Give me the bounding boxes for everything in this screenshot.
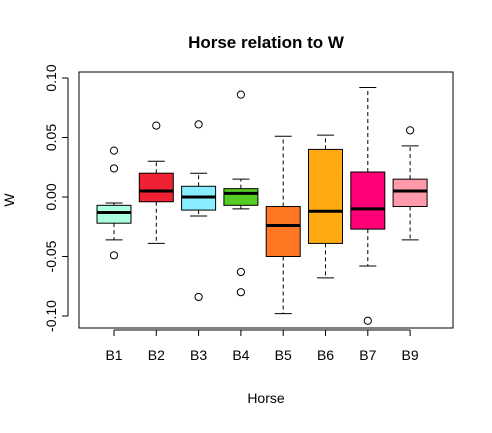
y-tick-label: 0.10: [43, 64, 59, 91]
x-tick-label: B2: [148, 347, 165, 363]
x-tick-label: B5: [275, 347, 292, 363]
plot-frame: [78, 71, 454, 329]
outlier-point: [236, 288, 245, 297]
box-B9: [392, 126, 428, 241]
iqr-box: [392, 178, 428, 208]
x-tick-label: B9: [402, 347, 419, 363]
y-axis-label: W: [1, 193, 17, 207]
box-B7: [350, 87, 386, 325]
iqr-box: [96, 204, 132, 224]
outlier-point: [236, 267, 245, 277]
outlier-point: [194, 292, 203, 302]
boxes: [96, 87, 428, 325]
x-tick-label: B1: [105, 347, 122, 363]
y-tick-label: 0.00: [43, 183, 59, 210]
outlier-point: [236, 90, 245, 99]
outlier-point: [109, 164, 119, 173]
chart-title: Horse relation to W: [188, 33, 345, 52]
outlier-point: [109, 146, 119, 155]
outlier-point: [152, 121, 161, 130]
box-B1: [96, 146, 132, 260]
x-axis: B1 B2 B3 B4 B5 B6 B7 B9: [105, 329, 419, 363]
iqr-box: [223, 188, 259, 206]
outlier-point: [194, 120, 203, 129]
iqr-box: [308, 148, 343, 244]
y-tick-label: -0.10: [43, 300, 59, 332]
box-B3: [181, 120, 217, 302]
outlier-point: [363, 316, 372, 325]
outlier-point: [406, 126, 415, 135]
x-tick-label: B4: [232, 347, 249, 363]
box-B5: [265, 135, 301, 315]
outlier-point: [109, 251, 119, 260]
iqr-box: [265, 206, 301, 258]
x-tick-label: B3: [190, 347, 207, 363]
iqr-box: [350, 171, 386, 230]
y-axis: -0.10 -0.05 0.00 0.05 0.10: [43, 64, 69, 332]
y-tick-label: 0.05: [43, 124, 59, 151]
box-B6: [308, 134, 343, 279]
x-axis-label: Horse: [247, 390, 285, 406]
y-tick-label: -0.05: [43, 240, 59, 272]
x-tick-label: B6: [317, 347, 334, 363]
iqr-box: [138, 172, 174, 203]
box-B2: [138, 121, 174, 244]
x-tick-label: B7: [359, 347, 376, 363]
box-B4: [223, 90, 259, 297]
